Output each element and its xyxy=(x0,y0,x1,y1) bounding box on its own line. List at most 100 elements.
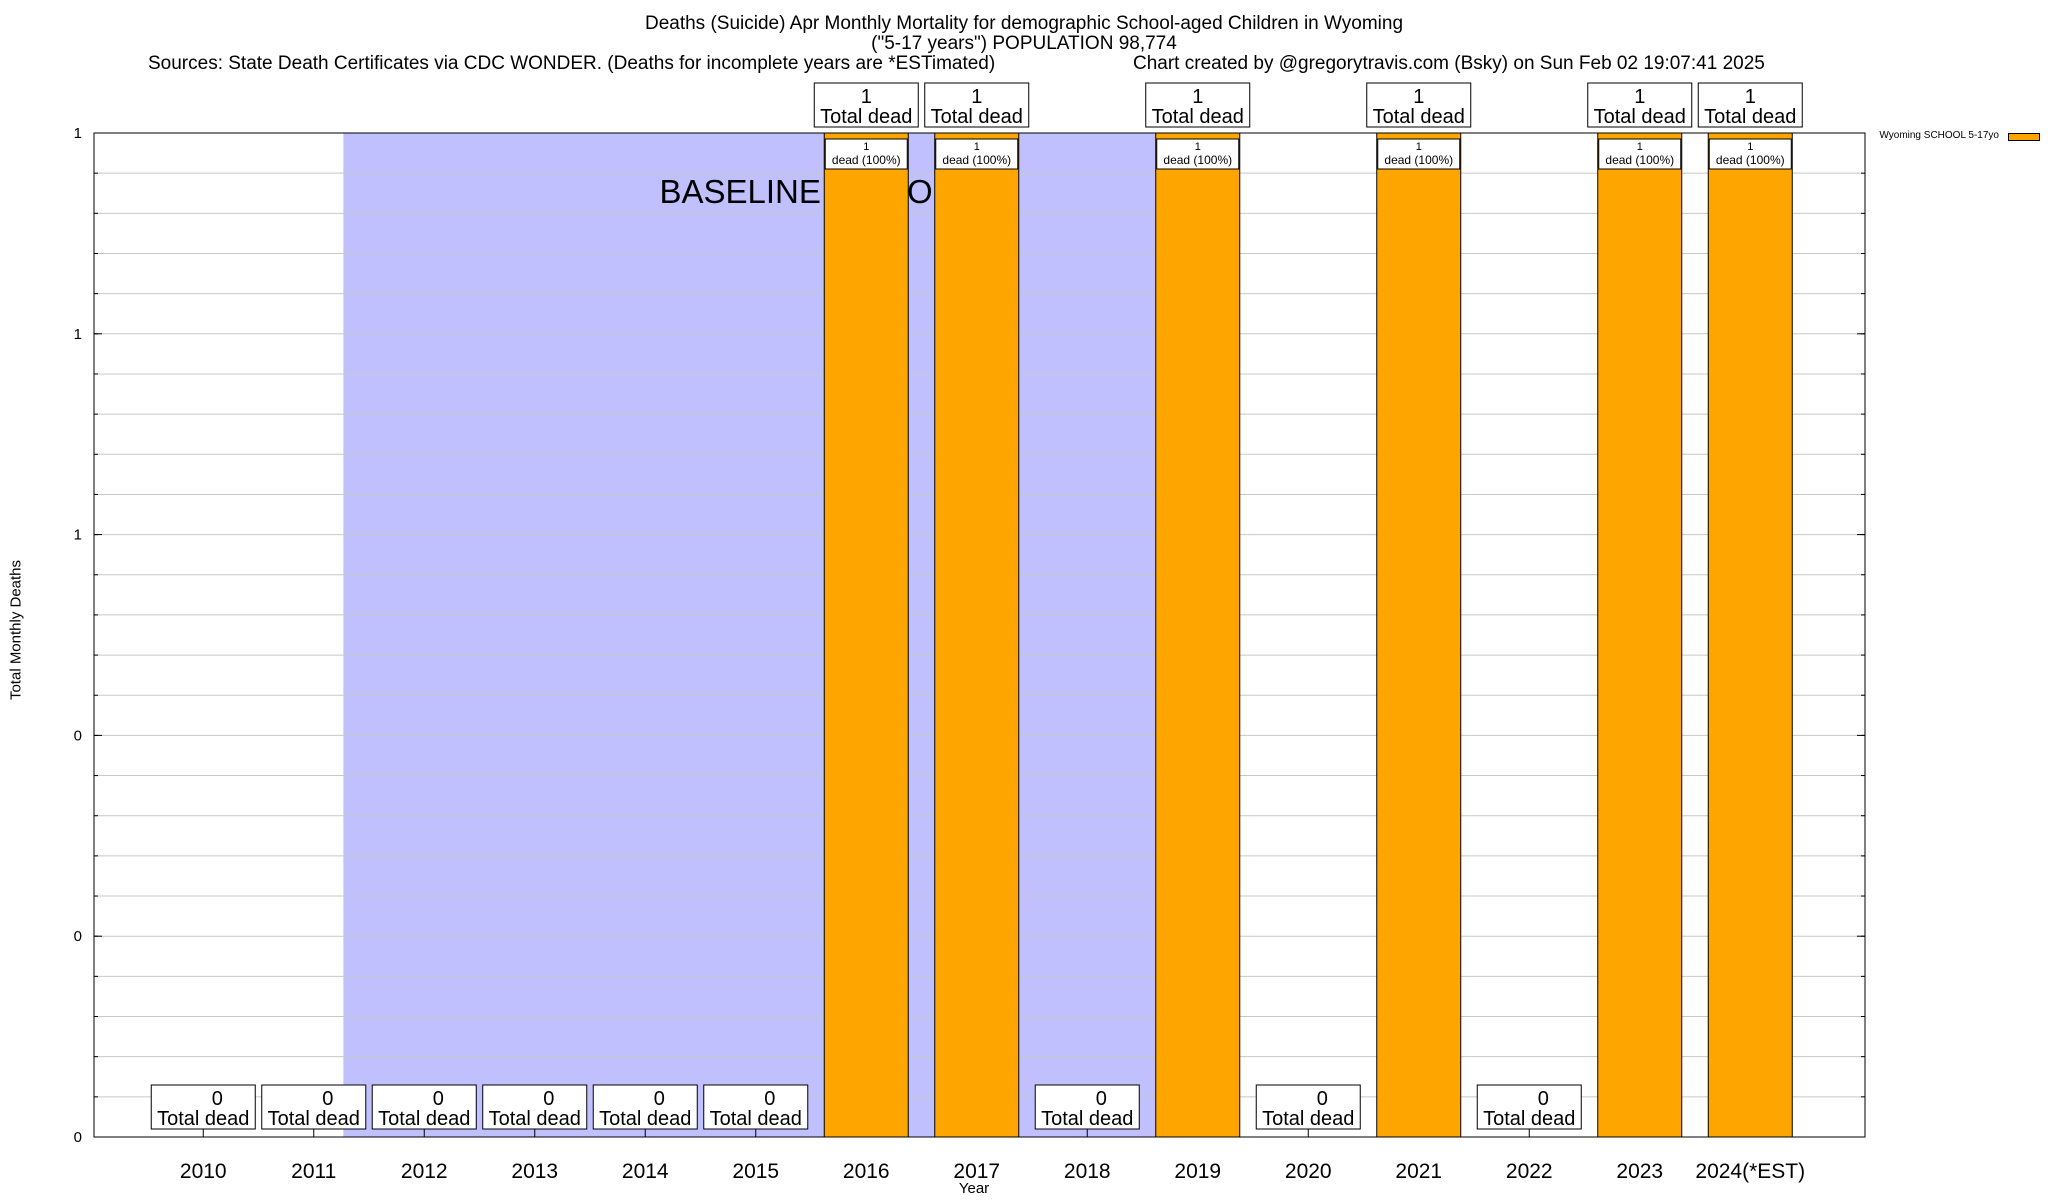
total-label-box xyxy=(924,82,1030,128)
bar-value-label: 1 xyxy=(974,141,980,153)
bar-label-box xyxy=(1377,138,1461,170)
total-value-label: 0 xyxy=(764,1088,775,1110)
total-dead-label: Total dead xyxy=(1373,106,1465,128)
total-dead-label: Total dead xyxy=(1152,106,1244,128)
bar-percent-label: dead (100%) xyxy=(1716,153,1785,167)
total-dead-label: Total dead xyxy=(931,106,1023,128)
total-label-box xyxy=(1255,1084,1361,1130)
y-tick-label: 1 xyxy=(74,527,82,544)
total-label-box xyxy=(150,1084,256,1130)
total-dead-label: Total dead xyxy=(599,1108,691,1130)
total-value-label: 0 xyxy=(654,1088,665,1110)
y-tick-label: 0 xyxy=(74,727,82,744)
total-value-label: 0 xyxy=(1096,1088,1107,1110)
bar xyxy=(1376,132,1462,1138)
bar xyxy=(1597,132,1683,1138)
chart-title: Deaths (Suicide) Apr Monthly Mortality f… xyxy=(644,13,1404,34)
total-dead-label: Total dead xyxy=(1704,106,1796,128)
legend-label: Wyoming SCHOOL 5-17yo xyxy=(1879,130,1999,141)
y-tick-label: 0 xyxy=(74,1129,82,1146)
legend-swatch xyxy=(2008,133,2040,141)
chart-credit: Chart created by @gregorytravis.com (Bsk… xyxy=(1133,53,1765,74)
total-value-label: 0 xyxy=(212,1088,223,1110)
total-dead-label: Total dead xyxy=(378,1108,470,1130)
bar-label-box xyxy=(824,138,908,170)
total-dead-label: Total dead xyxy=(489,1108,581,1130)
total-label-box xyxy=(813,82,919,128)
x-tick-label: 2018 xyxy=(1064,1160,1111,1183)
total-value-label: 1 xyxy=(1745,86,1756,108)
total-dead-label: Total dead xyxy=(157,1108,249,1130)
total-value-label: 1 xyxy=(1413,86,1424,108)
total-label-box xyxy=(1034,1084,1140,1130)
x-tick-label: 2015 xyxy=(732,1160,779,1183)
x-axis-label: Year xyxy=(958,1180,990,1197)
total-label-box xyxy=(1366,82,1472,128)
total-label-box xyxy=(261,1084,367,1130)
total-value-label: 1 xyxy=(1192,86,1203,108)
total-label-box xyxy=(703,1084,809,1130)
bar-value-label: 1 xyxy=(1747,141,1753,153)
chart-sources: Sources: State Death Certificates via CD… xyxy=(148,53,996,74)
bar-label-box xyxy=(935,138,1019,170)
bar-percent-label: dead (100%) xyxy=(1163,153,1232,167)
total-label-box xyxy=(371,1084,477,1130)
total-label-box xyxy=(1476,1084,1582,1130)
bar xyxy=(1155,132,1241,1138)
bar-percent-label: dead (100%) xyxy=(1384,153,1453,167)
bar xyxy=(823,132,909,1138)
total-value-label: 0 xyxy=(433,1088,444,1110)
bar-value-label: 1 xyxy=(1195,141,1201,153)
bar-percent-label: dead (100%) xyxy=(832,153,901,167)
total-value-label: 1 xyxy=(971,86,982,108)
y-axis-label: Total Monthly Deaths xyxy=(7,559,25,701)
bar-percent-label: dead (100%) xyxy=(942,153,1011,167)
bar-value-label: 1 xyxy=(1637,141,1643,153)
total-value-label: 1 xyxy=(1634,86,1645,108)
bar-label-box xyxy=(1598,138,1682,170)
bar-value-label: 1 xyxy=(1416,141,1422,153)
x-tick-label: 2010 xyxy=(180,1160,227,1183)
total-dead-label: Total dead xyxy=(1262,1108,1354,1130)
y-tick-label: 0 xyxy=(74,928,82,945)
total-label-box xyxy=(592,1084,698,1130)
x-tick-label: 2011 xyxy=(291,1160,336,1183)
total-value-label: 0 xyxy=(322,1088,333,1110)
y-tick-label: 1 xyxy=(74,326,82,343)
x-tick-label: 2024(*EST) xyxy=(1695,1160,1805,1183)
x-tick-label: 2019 xyxy=(1174,1160,1221,1183)
bar xyxy=(1707,132,1793,1138)
plot-frame xyxy=(93,132,1866,1138)
total-label-box xyxy=(1587,82,1693,128)
total-value-label: 0 xyxy=(1317,1088,1328,1110)
x-tick-label: 2012 xyxy=(401,1160,448,1183)
total-label-box xyxy=(1145,82,1251,128)
total-label-box xyxy=(482,1084,588,1130)
bar-label-box xyxy=(1156,138,1240,170)
x-tick-label: 2016 xyxy=(843,1160,890,1183)
bar-label-box xyxy=(1708,138,1792,170)
baseline-label: BASELINE PERIOD xyxy=(659,173,956,210)
total-dead-label: Total dead xyxy=(820,106,912,128)
baseline-span xyxy=(343,133,1234,1137)
x-tick-label: 2021 xyxy=(1395,1160,1442,1183)
y-tick-label: 1 xyxy=(74,125,82,142)
x-tick-label: 2023 xyxy=(1616,1160,1663,1183)
bar-value-label: 1 xyxy=(863,141,869,153)
x-tick-label: 2014 xyxy=(622,1160,669,1183)
x-tick-label: 2020 xyxy=(1285,1160,1332,1183)
bar xyxy=(934,132,1020,1138)
x-tick-label: 2013 xyxy=(511,1160,558,1183)
total-value-label: 0 xyxy=(1538,1088,1549,1110)
total-dead-label: Total dead xyxy=(710,1108,802,1130)
total-dead-label: Total dead xyxy=(1483,1108,1575,1130)
total-value-label: 0 xyxy=(543,1088,554,1110)
x-tick-label: 2022 xyxy=(1506,1160,1553,1183)
total-dead-label: Total dead xyxy=(1041,1108,1133,1130)
total-value-label: 1 xyxy=(861,86,872,108)
chart-subtitle: ("5-17 years") POPULATION 98,774 xyxy=(871,33,1177,54)
total-dead-label: Total dead xyxy=(1594,106,1686,128)
total-label-box xyxy=(1697,82,1803,128)
total-dead-label: Total dead xyxy=(268,1108,360,1130)
